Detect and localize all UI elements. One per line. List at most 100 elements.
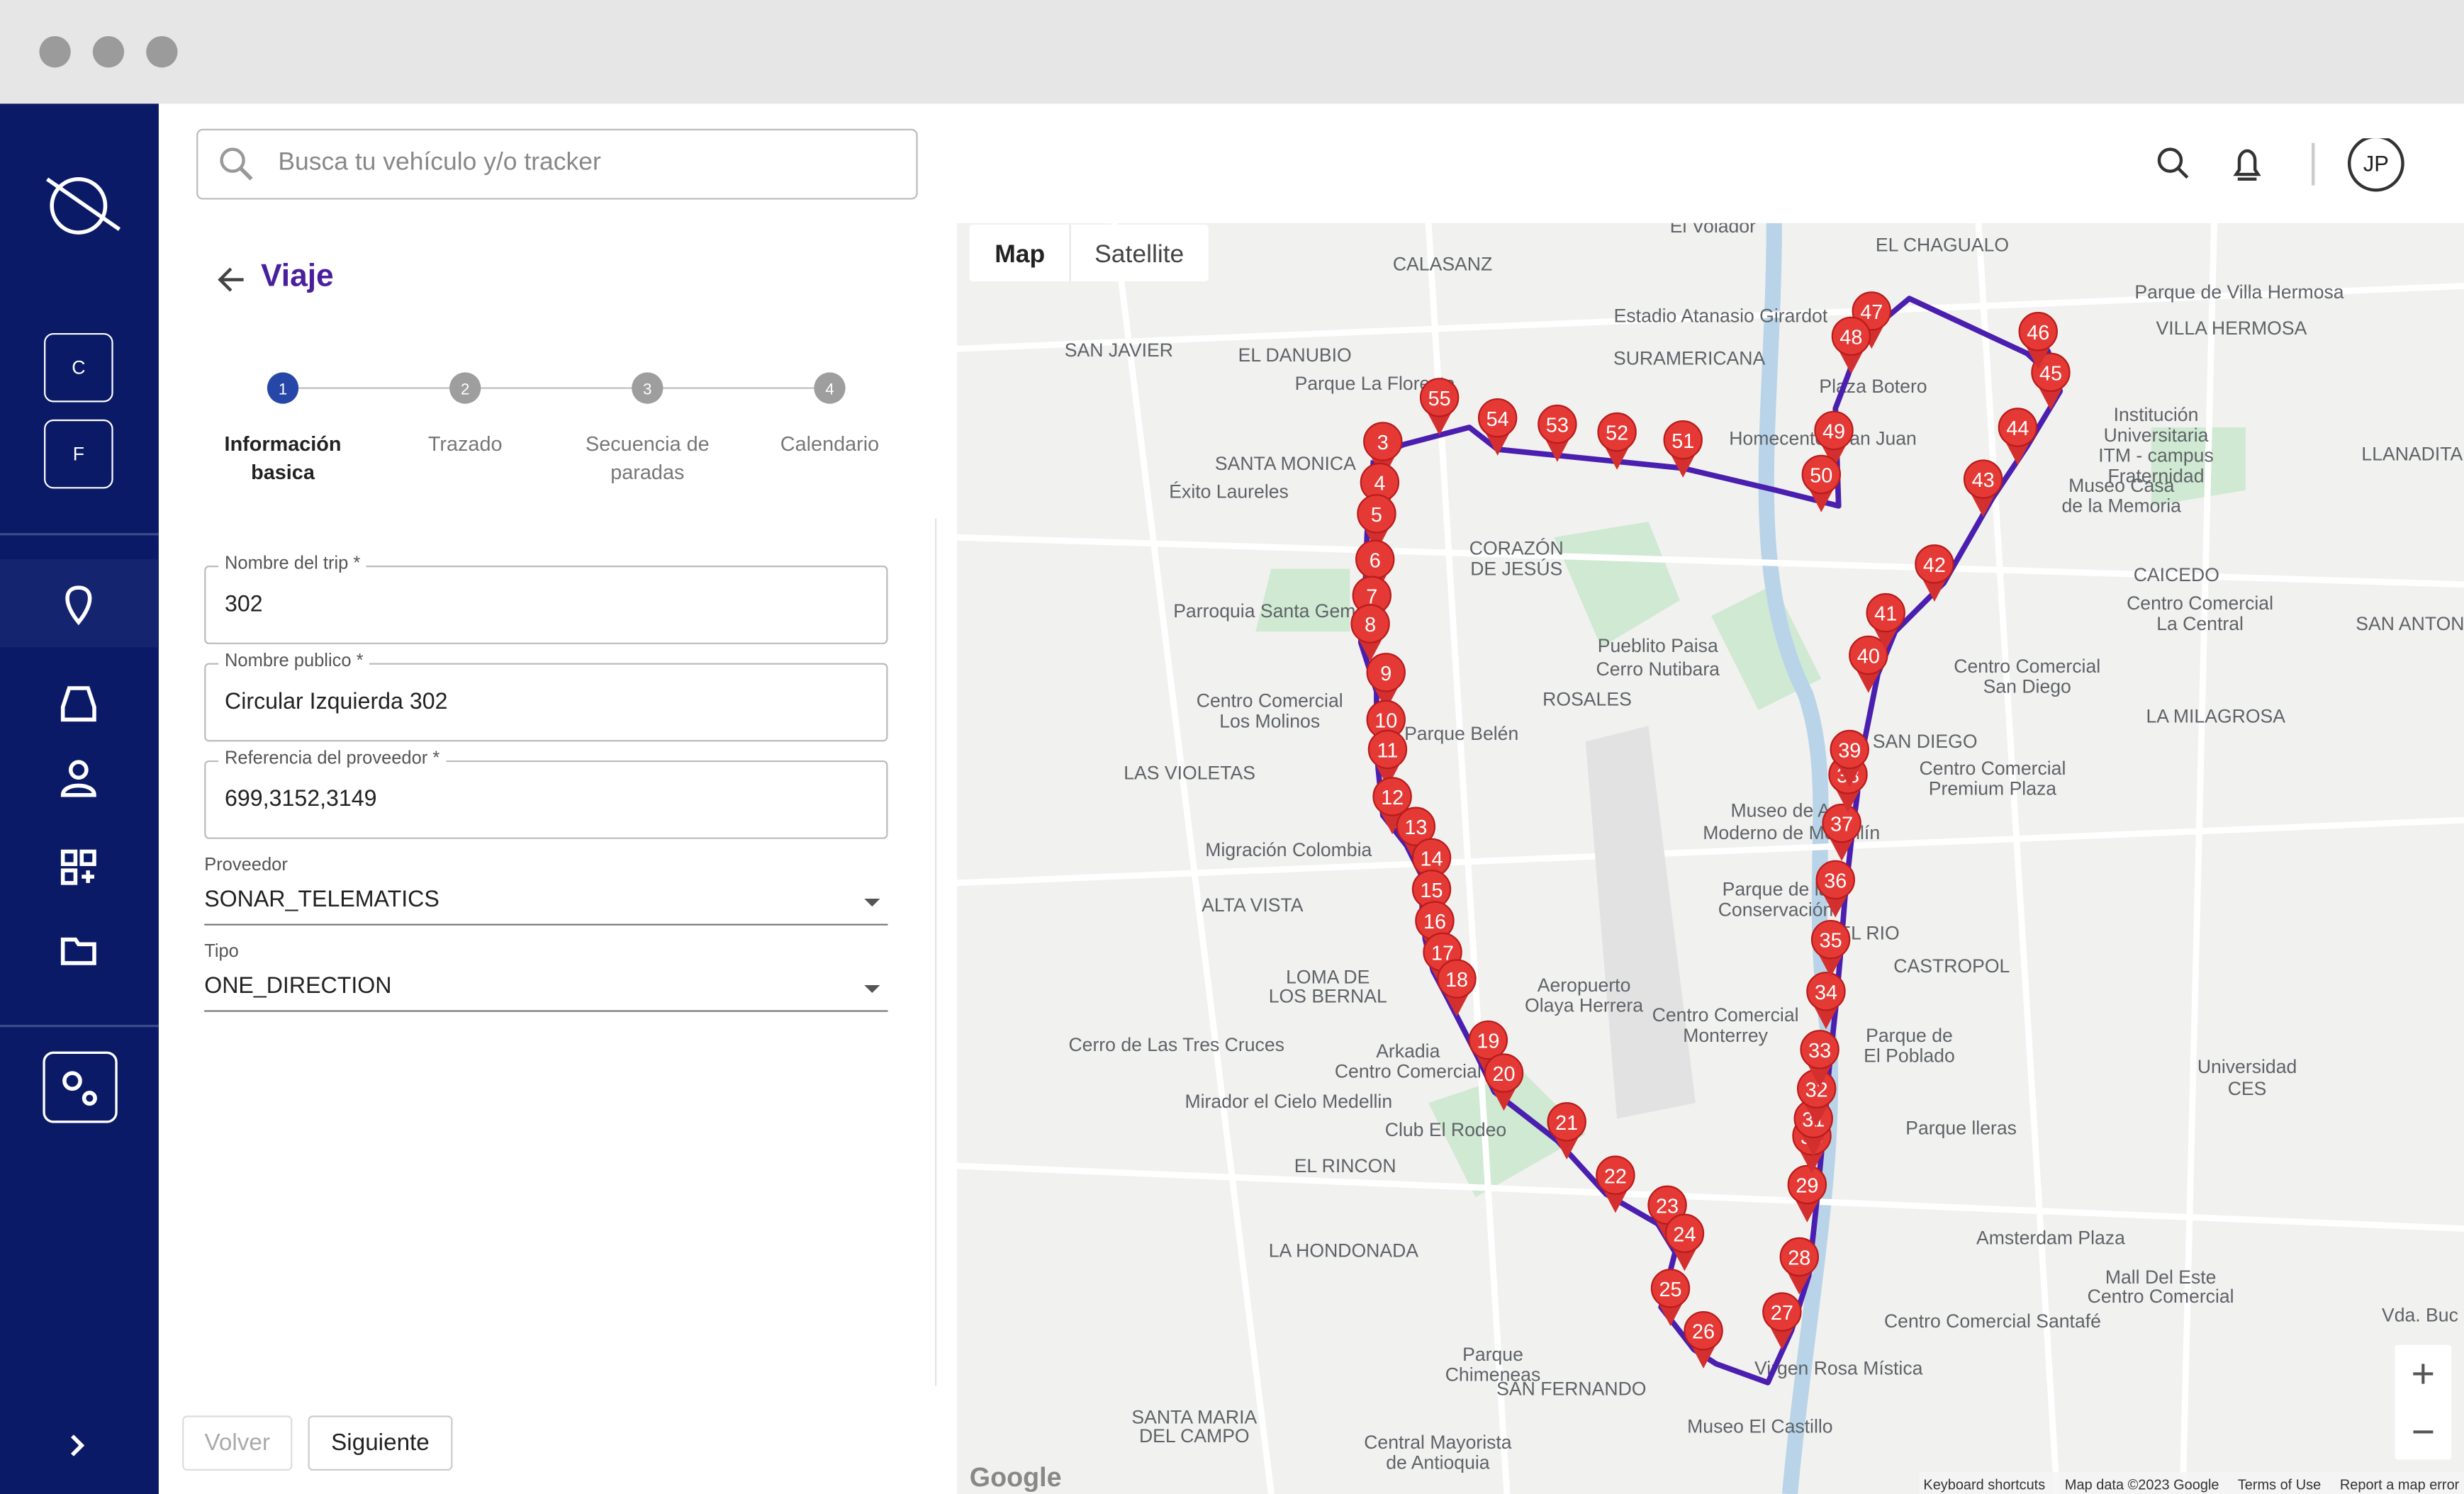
back-step-button[interactable]: Volver: [182, 1415, 293, 1471]
attribution[interactable]: Keyboard shortcuts: [1923, 1478, 2045, 1493]
search-icon: [220, 147, 253, 181]
stop-marker[interactable]: 29: [1787, 1164, 1827, 1223]
window-dot[interactable]: [39, 35, 71, 68]
map-label: Museo Casa: [2068, 475, 2175, 496]
stop-marker[interactable]: 33: [1800, 1030, 1839, 1088]
stop-marker[interactable]: 44: [1998, 408, 2038, 466]
stop-marker[interactable]: 55: [1419, 378, 1460, 436]
marker-head: [1762, 1292, 1802, 1332]
stop-marker[interactable]: 50: [1801, 454, 1842, 512]
select-value[interactable]: SONAR_TELEMATICS: [204, 887, 439, 913]
marker-number: 37: [1830, 814, 1853, 836]
attribution[interactable]: Report a map error: [2340, 1478, 2460, 1493]
satellite-tab[interactable]: Satellite: [1094, 240, 1184, 268]
airport: [1585, 726, 1696, 1119]
map-label: Central Mayorista: [1364, 1432, 1512, 1453]
stop-marker[interactable]: 32: [1796, 1069, 1837, 1127]
icon-user[interactable]: [68, 760, 89, 780]
stop-marker[interactable]: 18: [1437, 959, 1477, 1017]
stop-marker[interactable]: 35: [1810, 919, 1851, 977]
stop-marker[interactable]: 36: [1815, 860, 1855, 918]
text-field[interactable]: Referencia del proveedor * 699,3152,3149: [204, 749, 888, 839]
settings-button[interactable]: [43, 1051, 118, 1123]
stop-marker[interactable]: 26: [1684, 1310, 1723, 1369]
marker-number: 51: [1671, 430, 1694, 453]
icon-location[interactable]: [65, 585, 92, 626]
stop-marker[interactable]: 8: [1350, 604, 1390, 662]
stop-marker[interactable]: 46: [2018, 312, 2058, 369]
stop-marker[interactable]: 51: [1663, 420, 1703, 478]
stop-marker[interactable]: 20: [1484, 1053, 1524, 1111]
map-tab[interactable]: Map: [995, 240, 1045, 268]
next-step-button[interactable]: Siguiente: [308, 1415, 453, 1471]
expand-chevron[interactable]: [71, 1434, 85, 1456]
page-title: Viaje: [260, 259, 334, 294]
select-label: Proveedor: [204, 856, 288, 875]
map-label: SAN FERNANDO: [1496, 1378, 1646, 1400]
stop-marker[interactable]: 42: [1915, 544, 1954, 602]
map-label: La Central: [2156, 613, 2244, 634]
marker-head: [1830, 729, 1869, 770]
map-label: Chimeneas: [1445, 1364, 1541, 1386]
zoom-in[interactable]: +: [2412, 1351, 2436, 1396]
marker-head: [1663, 420, 1703, 460]
icon-folder[interactable]: [60, 937, 96, 965]
stop-marker[interactable]: 49: [1814, 410, 1854, 468]
window-dot[interactable]: [146, 35, 178, 68]
marker-head: [1357, 494, 1396, 534]
stop-marker[interactable]: 37: [1822, 803, 1861, 861]
text-field[interactable]: Nombre del trip * 302: [204, 554, 888, 644]
stop-marker[interactable]: 28: [1779, 1237, 1819, 1295]
map-label: de la Memoria: [2061, 495, 2181, 517]
stop-marker[interactable]: 27: [1762, 1292, 1802, 1350]
map-label: Club El Rodeo: [1385, 1119, 1506, 1140]
sidebar-button[interactable]: C: [44, 332, 113, 403]
sidebar-button[interactable]: F: [44, 419, 113, 489]
text-field[interactable]: Nombre publico * Circular Izquierda 302: [204, 651, 888, 742]
avatar[interactable]: [2347, 138, 2404, 192]
icon-gear: [82, 1091, 97, 1106]
attribution[interactable]: Terms of Use: [2238, 1478, 2321, 1493]
stop-marker[interactable]: 53: [1538, 404, 1577, 462]
zoom-out[interactable]: −: [2412, 1409, 2436, 1454]
stop-marker[interactable]: 21: [1547, 1102, 1586, 1160]
search-input[interactable]: Busca tu vehículo y/o tracker: [196, 128, 918, 200]
marker-number: 16: [1423, 911, 1446, 933]
stop-marker[interactable]: 40: [1849, 635, 1888, 693]
stop-marker[interactable]: 15: [1411, 870, 1452, 927]
stop-marker[interactable]: 24: [1664, 1213, 1705, 1271]
stop-marker[interactable]: 12: [1372, 777, 1412, 835]
marker-head: [1866, 592, 1905, 633]
stop-marker[interactable]: 48: [1831, 316, 1871, 374]
search-button[interactable]: [2157, 147, 2183, 173]
back-button[interactable]: [213, 261, 251, 298]
window-dot[interactable]: [92, 35, 125, 68]
stop-marker[interactable]: 25: [1650, 1269, 1691, 1327]
notifications-button[interactable]: [2233, 149, 2261, 181]
stop-marker[interactable]: 9: [1366, 653, 1406, 711]
marker-head: [1815, 860, 1855, 900]
marker-number: 49: [1822, 420, 1845, 443]
stop-marker[interactable]: 39: [1830, 729, 1869, 787]
map-label: LA HONDONADA: [1269, 1240, 1419, 1261]
stop-marker[interactable]: 41: [1866, 592, 1905, 651]
stop-marker[interactable]: 52: [1597, 412, 1637, 470]
map[interactable]: El Volador EL CHAGUALO Parque de Villa Her…: [957, 223, 2464, 1494]
map-label: SURAMERICANA: [1613, 347, 1766, 369]
marker-head: [1822, 803, 1861, 843]
marker-number: 55: [1428, 388, 1451, 410]
map-label: SANTA MONICA: [1215, 453, 1356, 474]
stop-marker[interactable]: 54: [1477, 398, 1518, 456]
marker-number: 52: [1606, 422, 1628, 445]
stop-marker[interactable]: 11: [1367, 729, 1408, 787]
map-label: VILLA HERMOSA: [2156, 318, 2307, 339]
stop-marker[interactable]: 34: [1806, 972, 1846, 1030]
stop-marker[interactable]: 43: [1963, 459, 2003, 517]
stop-marker[interactable]: 22: [1596, 1155, 1635, 1213]
icon-apps[interactable]: [60, 849, 96, 885]
map-label: Parque: [1462, 1344, 1523, 1365]
icon-car[interactable]: [60, 686, 96, 722]
map-label: Virgen Rosa Mística: [1754, 1358, 1923, 1379]
stop-marker[interactable]: 5: [1357, 494, 1396, 552]
select-value[interactable]: ONE_DIRECTION: [204, 974, 392, 999]
